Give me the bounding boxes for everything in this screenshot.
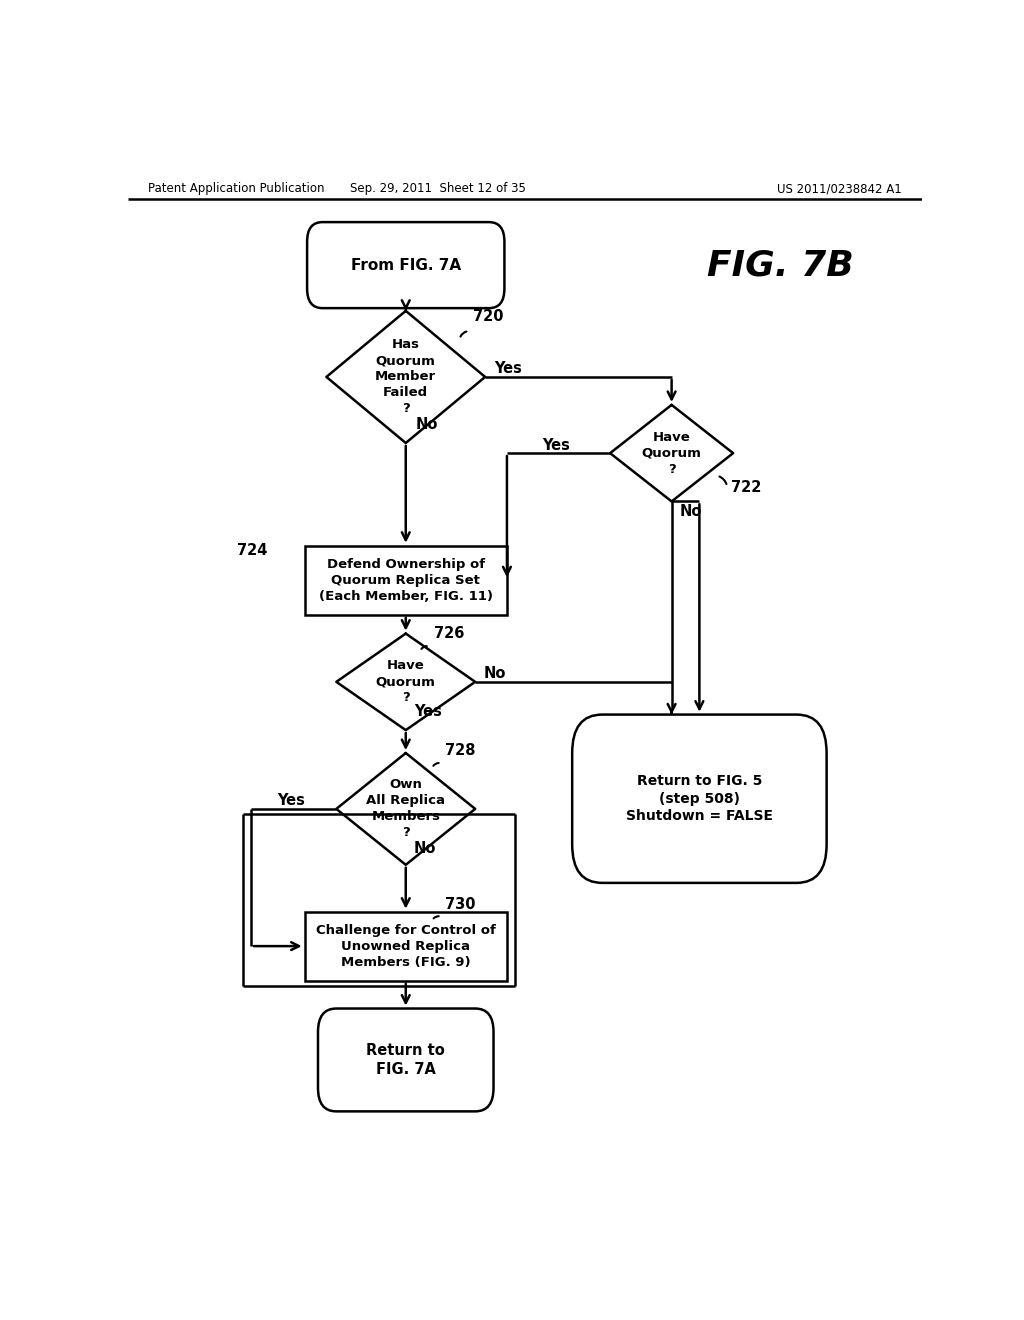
- Text: Return to FIG. 5
(step 508)
Shutdown = FALSE: Return to FIG. 5 (step 508) Shutdown = F…: [626, 775, 773, 824]
- FancyBboxPatch shape: [318, 1008, 494, 1111]
- Text: Patent Application Publication: Patent Application Publication: [147, 182, 325, 195]
- FancyBboxPatch shape: [572, 714, 826, 883]
- Text: No: No: [680, 504, 701, 519]
- Text: Challenge for Control of
Unowned Replica
Members (FIG. 9): Challenge for Control of Unowned Replica…: [315, 924, 496, 969]
- Text: Yes: Yes: [543, 437, 570, 453]
- FancyBboxPatch shape: [304, 545, 507, 615]
- Text: Yes: Yes: [495, 362, 522, 376]
- Text: Yes: Yes: [414, 705, 441, 719]
- FancyBboxPatch shape: [304, 912, 507, 981]
- Text: Have
Quorum
?: Have Quorum ?: [642, 430, 701, 475]
- Text: 726: 726: [433, 626, 464, 642]
- Text: From FIG. 7A: From FIG. 7A: [350, 257, 461, 273]
- Text: No: No: [414, 841, 436, 857]
- Text: 730: 730: [445, 896, 476, 912]
- Text: No: No: [483, 667, 506, 681]
- Text: Has
Quorum
Member
Failed
?: Has Quorum Member Failed ?: [375, 338, 436, 416]
- Text: Sep. 29, 2011  Sheet 12 of 35: Sep. 29, 2011 Sheet 12 of 35: [349, 182, 525, 195]
- FancyBboxPatch shape: [307, 222, 505, 308]
- Text: Return to
FIG. 7A: Return to FIG. 7A: [367, 1043, 445, 1077]
- Text: FIG. 7B: FIG. 7B: [708, 248, 854, 282]
- Text: 728: 728: [445, 743, 476, 758]
- Text: US 2011/0238842 A1: US 2011/0238842 A1: [777, 182, 902, 195]
- Text: 720: 720: [473, 309, 504, 323]
- Text: No: No: [416, 417, 437, 432]
- Text: 724: 724: [237, 543, 267, 558]
- Text: Defend Ownership of
Quorum Replica Set
(Each Member, FIG. 11): Defend Ownership of Quorum Replica Set (…: [318, 558, 493, 603]
- Text: Own
All Replica
Members
?: Own All Replica Members ?: [367, 779, 445, 840]
- Text: 722: 722: [731, 479, 762, 495]
- Text: Yes: Yes: [276, 793, 305, 808]
- Text: Have
Quorum
?: Have Quorum ?: [376, 660, 435, 705]
